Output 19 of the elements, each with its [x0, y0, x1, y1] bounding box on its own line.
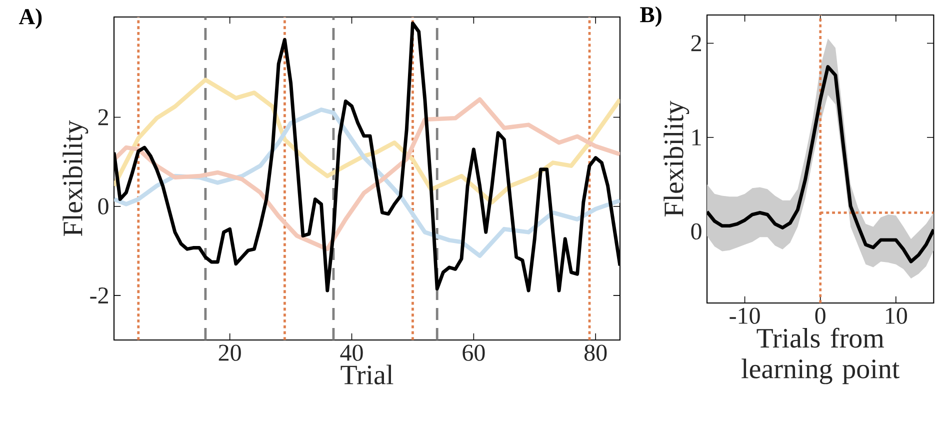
- y-tick-label: 1: [692, 129, 701, 146]
- y-tick-label: 2: [98, 109, 108, 126]
- x-tick-label: -10: [730, 308, 760, 324]
- y-tick-label: 0: [691, 223, 702, 240]
- y-tick-label: -2: [90, 288, 108, 304]
- x-tick-label: 40: [340, 344, 363, 361]
- y-axis-title: Flexibility: [664, 100, 690, 217]
- x-tick-label: 20: [218, 344, 241, 361]
- y-axis-title: Flexibility: [62, 120, 88, 236]
- x-tick-label: 10: [886, 308, 907, 324]
- x-tick-label: 0: [815, 308, 826, 324]
- y-tick-label: 2: [691, 35, 701, 52]
- x-axis-title: Trial: [340, 364, 394, 384]
- x-tick-label: 60: [462, 344, 485, 361]
- y-tick-label: 0: [98, 198, 108, 214]
- x-axis-title: Trials from learning point: [742, 328, 900, 384]
- x-tick-label: 80: [584, 344, 607, 361]
- chart-title: A): [18, 8, 42, 29]
- chart-title: B): [640, 6, 662, 27]
